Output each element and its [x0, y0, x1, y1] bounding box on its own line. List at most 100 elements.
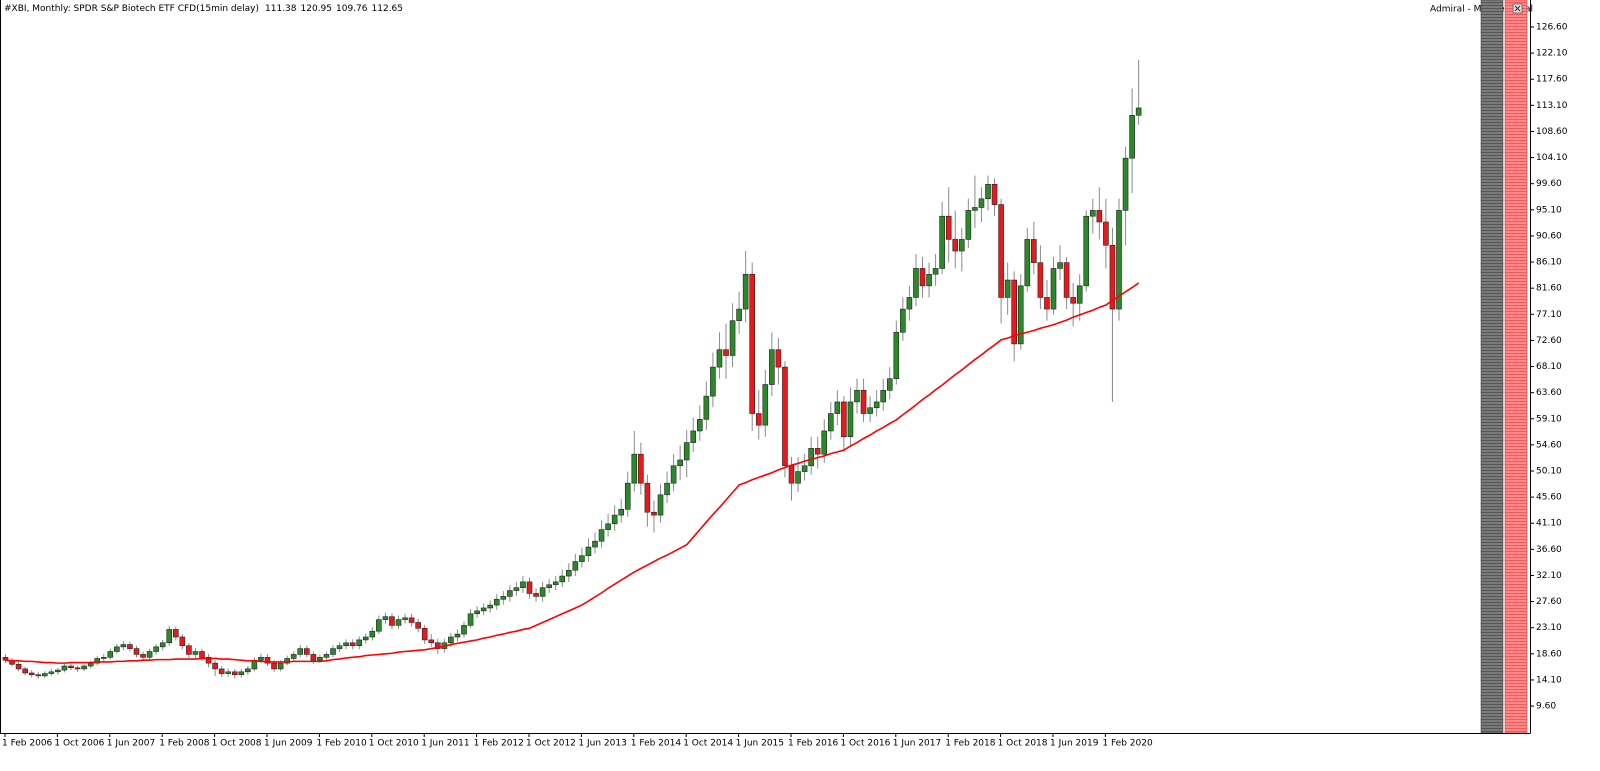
candle-body	[1037, 262, 1044, 298]
candle-body	[395, 619, 402, 626]
candle-body	[349, 642, 356, 647]
candle-body	[978, 198, 985, 208]
candle-body	[1017, 285, 1024, 345]
candle-body	[81, 665, 87, 670]
candle-body	[107, 651, 114, 658]
terminal-panel	[1480, 0, 1504, 734]
candle-body	[284, 658, 290, 664]
candle-body	[631, 453, 638, 484]
candle-body	[827, 413, 834, 432]
candle-body	[683, 442, 690, 461]
terminal-panel-red	[1504, 0, 1528, 734]
candle-body	[559, 575, 566, 583]
x-tick-label: 1 Jun 2019	[1050, 739, 1099, 749]
y-tick-label: 9.60	[1536, 702, 1556, 712]
candle-body	[624, 482, 631, 510]
candle-body	[480, 607, 487, 612]
x-tick-label: 1 Oct 2014	[683, 739, 733, 749]
y-tick-label: 108.60	[1536, 127, 1568, 137]
candle-body	[356, 639, 363, 647]
candle-body	[762, 384, 769, 426]
candle-body	[1076, 285, 1083, 304]
x-tick-label: 1 Oct 2016	[840, 739, 890, 749]
y-tick-label: 99.60	[1536, 179, 1562, 189]
candle-body	[74, 667, 81, 670]
candle-body	[310, 654, 317, 661]
candle-body	[245, 668, 251, 673]
candle-body	[972, 207, 978, 211]
candle-body	[61, 665, 68, 671]
candle-body	[729, 320, 736, 356]
candle-body	[500, 596, 507, 600]
candle-body	[153, 646, 159, 652]
candle-body	[664, 482, 670, 496]
candle-body	[1063, 262, 1070, 298]
candle-body	[290, 654, 297, 659]
candle-body	[847, 401, 854, 438]
candle-body	[127, 644, 133, 649]
x-tick-label: 1 Feb 2014	[631, 739, 682, 749]
candle-body	[926, 273, 932, 287]
candle-body	[87, 662, 94, 667]
x-tick-label: 1 Oct 2018	[998, 739, 1048, 749]
candle-body	[703, 395, 710, 420]
x-tick-label: 1 Feb 2006	[2, 739, 53, 749]
candle-body	[271, 662, 277, 670]
candle-body	[133, 648, 140, 655]
candle-body	[952, 239, 959, 252]
candle-body	[362, 636, 369, 641]
candle-body	[192, 651, 199, 655]
plot-area	[2, 59, 1142, 679]
candle-body	[769, 349, 775, 385]
x-tick-label: 1 Oct 2012	[526, 739, 576, 749]
y-tick-label: 32.10	[1536, 571, 1562, 581]
y-tick-label: 54.60	[1536, 440, 1562, 450]
candle-body	[1011, 279, 1018, 345]
candle-body	[1090, 210, 1096, 217]
candle-body	[841, 401, 847, 438]
candle-body	[814, 448, 821, 455]
chart-header: #XBI, Monthly: SPDR S&P Biotech ETF CFD(…	[4, 4, 403, 14]
candle-body	[231, 671, 238, 676]
candle-body	[755, 413, 762, 426]
candle-body	[15, 663, 22, 670]
candle-body	[1135, 107, 1142, 116]
close-glyph	[1514, 5, 1521, 12]
candle-body	[94, 658, 100, 664]
candle-body	[644, 482, 651, 513]
y-tick-label: 68.10	[1536, 362, 1562, 372]
y-tick-label: 27.60	[1536, 597, 1562, 607]
y-tick-label: 81.60	[1536, 284, 1562, 294]
y-tick-label: 77.10	[1536, 310, 1562, 320]
moving-average	[5, 282, 1140, 664]
candle-body	[539, 587, 546, 597]
candle-body	[28, 672, 35, 676]
candle-body	[330, 648, 336, 655]
candle-body	[507, 590, 513, 597]
x-tick-label: 1 Jun 2013	[578, 739, 626, 749]
candle-body	[140, 654, 146, 658]
candle-body	[854, 390, 860, 403]
candle-body	[821, 430, 828, 455]
candle-body	[808, 448, 814, 467]
candle-body	[1122, 157, 1129, 211]
candle-body	[277, 662, 284, 670]
candle-body	[487, 604, 494, 609]
candle-body	[690, 430, 697, 443]
candle-body	[638, 453, 644, 484]
y-tick-label: 117.60	[1536, 75, 1568, 85]
candle-body	[860, 390, 867, 414]
y-tick-label: 113.10	[1536, 101, 1568, 111]
candle-body	[1024, 239, 1031, 287]
candle-body	[723, 349, 729, 356]
y-tick-label: 90.60	[1536, 231, 1562, 241]
candle-body	[749, 273, 756, 414]
candle-body	[1050, 268, 1057, 310]
candle-body	[179, 636, 186, 647]
candle-body	[41, 673, 48, 677]
x-tick-label: 1 Oct 2010	[369, 739, 419, 749]
y-tick-label: 50.10	[1536, 467, 1562, 477]
candle-body	[389, 616, 395, 626]
candle-body	[1116, 210, 1122, 310]
candle-body	[218, 668, 225, 674]
